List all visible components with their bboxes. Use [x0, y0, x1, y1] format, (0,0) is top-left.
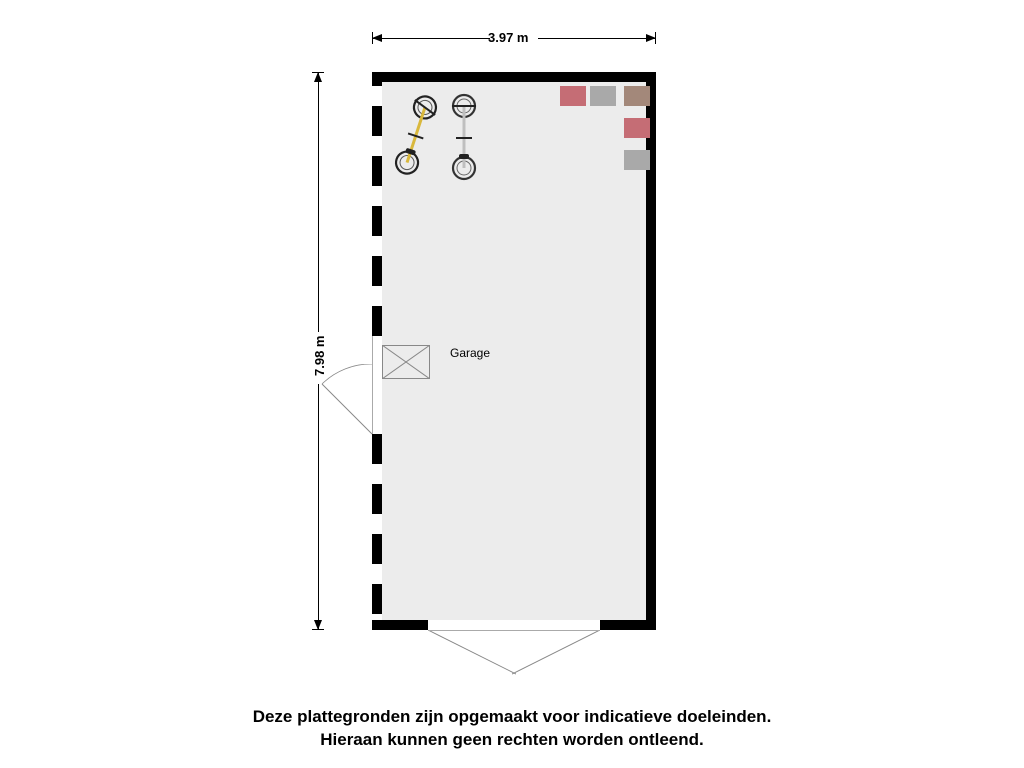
dim-top-label-text: 3.97 m	[488, 30, 528, 45]
color-block	[560, 86, 586, 106]
wall-left-seg	[372, 534, 382, 564]
wall-left-seg	[372, 72, 382, 86]
dim-left-arrow-b	[314, 620, 322, 630]
bicycle-icon	[442, 92, 486, 182]
bottom-door-right-arc	[512, 630, 600, 678]
caption-line2: Hieraan kunnen geen rechten worden ontle…	[320, 730, 704, 749]
wall-bottom-seg	[372, 620, 428, 630]
bottom-door-left-arc	[428, 630, 516, 678]
wall-left-seg	[372, 256, 382, 286]
storage-box-icon	[382, 345, 430, 379]
wall-top	[372, 72, 656, 82]
caption-line1: Deze plattegronden zijn opgemaakt voor i…	[253, 707, 772, 726]
floorplan-canvas: 3.97 m 3.97 m 7.98 m	[0, 0, 1024, 768]
side-door-arc	[302, 364, 382, 444]
wall-left-seg	[372, 306, 382, 336]
wall-left-seg	[372, 484, 382, 514]
wall-left-seg	[372, 206, 382, 236]
color-block	[590, 86, 616, 106]
disclaimer-caption: Deze plattegronden zijn opgemaakt voor i…	[0, 706, 1024, 752]
wall-left-seg	[372, 156, 382, 186]
dim-left-arrow-t	[314, 72, 322, 82]
wall-left-seg	[372, 106, 382, 136]
color-block	[624, 86, 650, 106]
wall-bottom-seg	[600, 620, 656, 630]
color-block	[624, 118, 650, 138]
room-label-garage: Garage	[450, 346, 490, 360]
wall-left-seg	[372, 584, 382, 614]
color-block	[624, 150, 650, 170]
